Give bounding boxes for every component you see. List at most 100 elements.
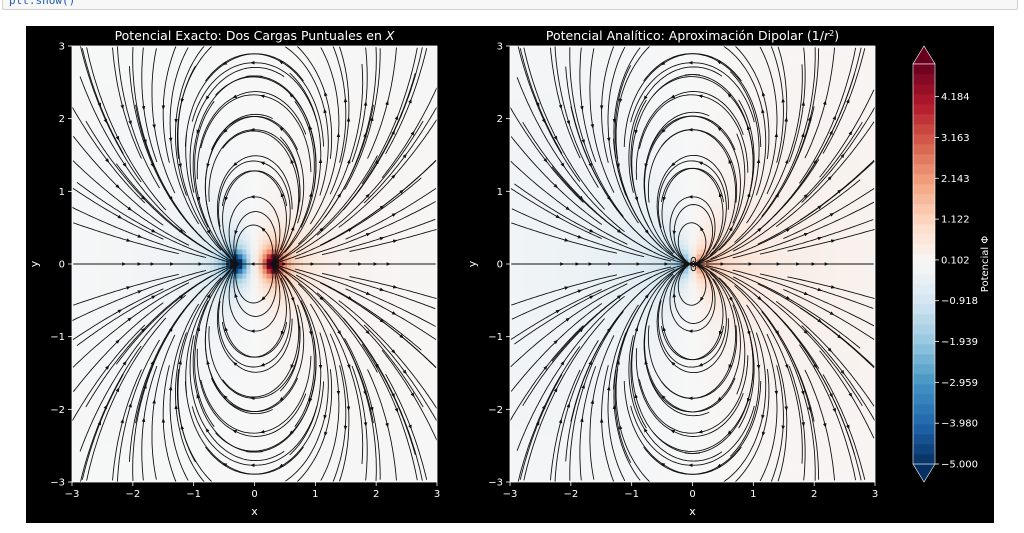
heatmap-cell xyxy=(286,351,292,357)
heatmap-cell xyxy=(92,259,97,265)
heatmap-cell xyxy=(185,94,191,100)
heatmap-cell xyxy=(205,254,211,260)
heatmap-cell xyxy=(282,65,288,71)
heatmap-cell xyxy=(165,60,170,66)
heatmap-cell xyxy=(177,104,182,110)
heatmap-cell xyxy=(246,244,251,250)
heatmap-cell xyxy=(173,477,178,482)
heatmap-cell xyxy=(181,171,186,178)
heatmap-cell xyxy=(96,462,101,468)
heatmap-cell xyxy=(149,409,154,415)
heatmap-cell xyxy=(189,457,195,464)
heatmap-cell xyxy=(84,389,89,396)
heatmap-cell xyxy=(286,75,292,81)
heatmap-cell xyxy=(88,302,93,308)
heatmap-cell xyxy=(238,302,243,308)
heatmap-cell xyxy=(165,423,170,430)
heatmap-cell xyxy=(242,205,247,212)
heatmap-cell xyxy=(124,113,130,120)
heatmap-cell xyxy=(72,438,77,444)
heatmap-cell xyxy=(213,157,219,163)
heatmap-cell xyxy=(132,467,138,473)
heatmap-cell xyxy=(72,360,77,367)
heatmap-cell xyxy=(315,99,320,105)
heatmap-cell xyxy=(169,84,174,90)
heatmap-cell xyxy=(72,370,77,376)
heatmap-cell xyxy=(140,317,146,323)
heatmap-cell xyxy=(132,375,138,381)
heatmap-cell xyxy=(311,133,316,139)
heatmap-cell xyxy=(315,201,320,207)
heatmap-cell xyxy=(197,307,203,313)
heatmap-cell xyxy=(189,317,195,323)
heatmap-cell xyxy=(295,65,300,71)
heatmap-cell xyxy=(222,181,227,187)
heatmap-cell xyxy=(112,181,118,187)
heatmap-cell xyxy=(218,215,223,221)
heatmap-cell xyxy=(104,50,109,57)
heatmap-cell xyxy=(88,341,93,347)
heatmap-cell xyxy=(169,433,174,439)
code-cell-box[interactable]: plt.show() xyxy=(2,0,1018,10)
heatmap-cell xyxy=(299,171,304,178)
heatmap-cell xyxy=(92,239,97,246)
heatmap-cell xyxy=(278,113,284,120)
heatmap-cell xyxy=(258,336,264,342)
heatmap-cell xyxy=(218,404,223,410)
heatmap-cell xyxy=(291,205,296,212)
heatmap-cell xyxy=(116,351,122,357)
heatmap-cell xyxy=(76,472,81,478)
heatmap-cell xyxy=(116,273,122,279)
heatmap-cell xyxy=(197,452,203,459)
heatmap-cell xyxy=(209,326,215,333)
heatmap-cell xyxy=(291,70,296,76)
heatmap-cell xyxy=(209,399,215,405)
heatmap-cell xyxy=(177,389,182,396)
heatmap-cell xyxy=(80,467,85,473)
heatmap-cell xyxy=(124,259,130,265)
heatmap-cell xyxy=(153,433,158,439)
heatmap-cell xyxy=(140,167,146,173)
heatmap-cell xyxy=(173,293,178,299)
heatmap-cell xyxy=(108,104,113,110)
heatmap-cell xyxy=(286,239,292,246)
heatmap-cell xyxy=(112,273,118,279)
heatmap-cell xyxy=(270,307,276,313)
heatmap-cell xyxy=(295,414,300,420)
heatmap-cell xyxy=(230,423,235,430)
heatmap-cell xyxy=(307,234,312,241)
heatmap-cell xyxy=(149,89,154,95)
heatmap-cell xyxy=(311,467,316,473)
heatmap-cell xyxy=(173,249,178,255)
heatmap-cell xyxy=(230,336,235,342)
heatmap-cell xyxy=(169,419,174,425)
heatmap-cell xyxy=(153,118,158,124)
heatmap-cell xyxy=(153,385,158,391)
heatmap-cell xyxy=(104,438,109,444)
heatmap-cell xyxy=(222,428,227,434)
heatmap-cell xyxy=(128,99,134,105)
heatmap-cell xyxy=(181,433,186,439)
heatmap-cell xyxy=(205,220,211,226)
heatmap-cell xyxy=(234,142,239,149)
heatmap-cell xyxy=(108,419,113,425)
heatmap-cell xyxy=(254,331,259,338)
heatmap-cell xyxy=(299,268,304,275)
heatmap-cell xyxy=(104,414,109,420)
heatmap-cell xyxy=(295,452,300,459)
heatmap-cell xyxy=(116,230,122,236)
heatmap-cell xyxy=(173,346,178,352)
heatmap-cell xyxy=(88,89,93,95)
heatmap-cell xyxy=(286,404,292,410)
heatmap-cell xyxy=(205,186,211,192)
heatmap-cell xyxy=(149,399,154,405)
heatmap-cell xyxy=(124,220,130,226)
heatmap-cell xyxy=(189,128,195,134)
heatmap-cell xyxy=(303,312,308,318)
heatmap-cell xyxy=(205,336,211,342)
heatmap-cell xyxy=(226,419,231,425)
heatmap-cell xyxy=(311,113,316,120)
heatmap-cell xyxy=(282,113,288,120)
heatmap-cell xyxy=(226,409,231,415)
heatmap-cell xyxy=(181,278,186,284)
